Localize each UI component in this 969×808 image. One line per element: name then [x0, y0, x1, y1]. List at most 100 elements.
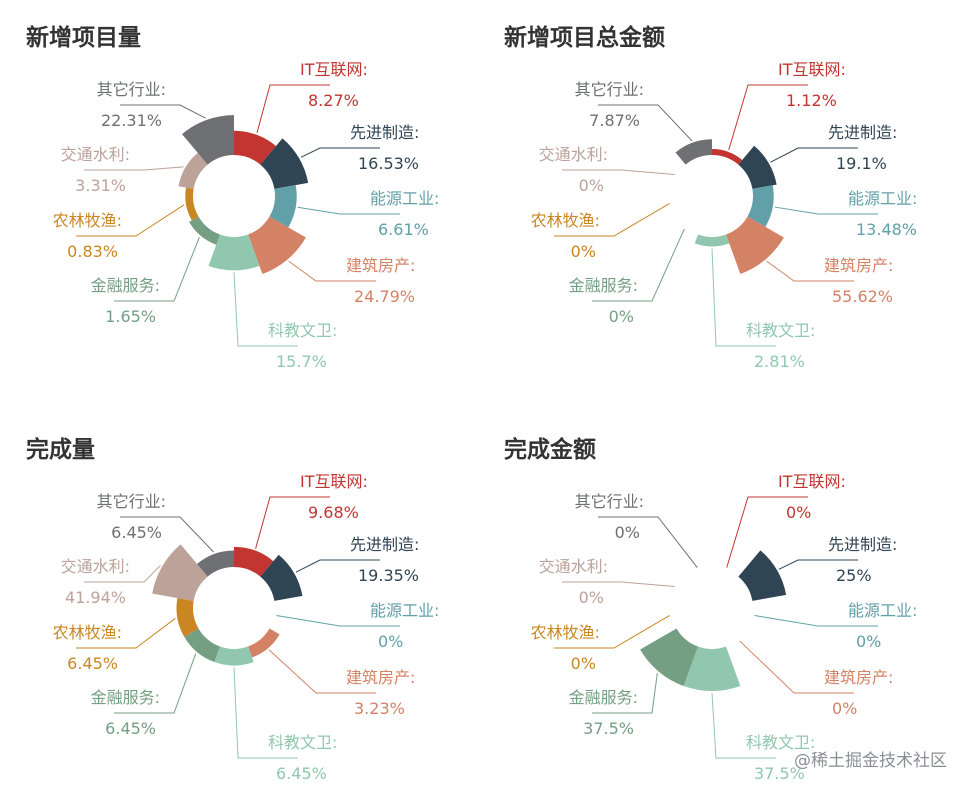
leader-line — [233, 667, 298, 759]
slice-7[interactable] — [176, 598, 199, 637]
chart-title: 新增项目总金额 — [504, 24, 665, 51]
chart-panel-completed-count: 完成量 IT互联网: 9.68% 先进制造: 19.35% 能源工业: 0% 建筑房产: 3.2… — [0, 412, 478, 808]
leader-line — [84, 166, 184, 171]
slice-5[interactable] — [683, 646, 741, 691]
leader-line — [778, 559, 858, 570]
slice-6[interactable] — [184, 628, 220, 663]
leader-line — [766, 260, 854, 282]
slice-value: 22.31% — [101, 111, 162, 130]
slice-2[interactable] — [260, 554, 303, 601]
slice-value: 13.48% — [856, 220, 917, 239]
slice-label: 其它行业: — [97, 492, 166, 511]
chart-svg: 新增项目总金额 IT互联网: 1.12% 先进制造: 19.1% 能源工业: 13.48% 建… — [504, 24, 917, 371]
slice-9[interactable] — [675, 139, 712, 165]
slice-4[interactable] — [248, 628, 280, 658]
slice-6[interactable] — [189, 216, 220, 245]
slice-value: 15.7% — [276, 352, 327, 371]
slice-value: 0% — [832, 699, 857, 718]
slice-4[interactable] — [248, 216, 306, 274]
slice-8[interactable] — [152, 544, 208, 601]
leader-line — [562, 169, 675, 175]
slice-label: 建筑房产: — [824, 256, 893, 275]
leader-line — [592, 673, 658, 714]
slice-label: IT互联网: — [300, 472, 368, 491]
leader-line — [276, 614, 400, 627]
slice-2[interactable] — [260, 138, 309, 189]
leader-line — [592, 228, 685, 302]
slice-8[interactable] — [178, 152, 208, 189]
slice-5[interactable] — [208, 234, 260, 271]
slice-label: 科教文卫: — [746, 321, 815, 340]
slice-value: 16.53% — [358, 154, 419, 173]
slice-label: 其它行业: — [575, 492, 644, 511]
leader-line — [120, 516, 215, 553]
leader-line — [554, 615, 670, 649]
slice-2[interactable] — [738, 550, 787, 601]
slice-label: 其它行业: — [97, 80, 166, 99]
leader-line — [554, 203, 670, 237]
slice-label: 先进制造: — [828, 535, 897, 554]
slice-label: 农林牧渔: — [53, 211, 122, 230]
leader-line — [562, 581, 675, 587]
slice-1[interactable] — [712, 149, 743, 165]
slice-3[interactable] — [269, 185, 297, 228]
slice-9[interactable] — [197, 550, 234, 577]
leader-line — [84, 565, 161, 583]
slice-label: 建筑房产: — [346, 668, 415, 687]
leader-line — [754, 614, 878, 627]
slice-value: 0% — [378, 632, 403, 651]
slice-label: 金融服务: — [569, 276, 638, 295]
slice-value: 0% — [579, 588, 604, 607]
slice-label: 金融服务: — [91, 276, 160, 295]
leader-line — [739, 640, 854, 694]
leader-line — [774, 206, 878, 215]
leader-line — [120, 104, 206, 119]
slice-label: 科教文卫: — [268, 321, 337, 340]
slice-6[interactable] — [640, 628, 698, 686]
leader-line — [726, 496, 808, 568]
slice-value: 0% — [786, 503, 811, 522]
chart-title: 完成金额 — [504, 436, 596, 463]
chart-title: 新增项目量 — [26, 24, 141, 51]
slice-label: 交通水利: — [61, 145, 130, 164]
slice-value: 7.87% — [589, 111, 640, 130]
slice-5[interactable] — [694, 234, 730, 247]
chart-panel-new-project-amount: 新增项目总金额 IT互联网: 1.12% 先进制造: 19.1% 能源工业: 13.48% 建… — [478, 0, 956, 396]
slice-value: 19.35% — [358, 566, 419, 585]
leader-line — [288, 260, 376, 282]
slice-9[interactable] — [182, 115, 234, 165]
chart-title: 完成量 — [26, 436, 95, 463]
slice-label: IT互联网: — [778, 472, 846, 491]
slice-3[interactable] — [747, 185, 774, 227]
slice-value: 0% — [579, 176, 604, 195]
slice-value: 19.1% — [836, 154, 887, 173]
slice-7[interactable] — [185, 187, 199, 221]
leader-line — [295, 559, 380, 573]
slice-value: 1.65% — [105, 307, 156, 326]
slice-label: 能源工业: — [848, 189, 917, 208]
slice-label: 科教文卫: — [746, 733, 815, 752]
slice-label: 农林牧渔: — [531, 211, 600, 230]
leader-line — [256, 84, 330, 133]
slice-value: 2.81% — [754, 352, 805, 371]
leader-line — [598, 104, 693, 142]
slice-label: 能源工业: — [370, 601, 439, 620]
slice-value: 0% — [609, 307, 634, 326]
slice-2[interactable] — [738, 145, 777, 189]
slice-1[interactable] — [234, 130, 276, 165]
slice-label: 交通水利: — [539, 145, 608, 164]
slice-label: 金融服务: — [91, 688, 160, 707]
slice-label: 其它行业: — [575, 80, 644, 99]
slice-value: 24.79% — [354, 287, 415, 306]
slice-value: 37.5% — [754, 764, 805, 783]
slice-value: 1.12% — [786, 91, 837, 110]
slice-value: 8.27% — [308, 91, 359, 110]
slice-5[interactable] — [214, 646, 254, 666]
slice-1[interactable] — [234, 546, 274, 577]
slice-4[interactable] — [726, 216, 784, 274]
slice-label: 先进制造: — [828, 123, 897, 142]
chart-svg: 新增项目量 IT互联网: 8.27% 先进制造: 16.53% 能源工业: 6.61% 建筑房… — [26, 24, 439, 371]
leader-line — [114, 653, 197, 714]
slice-label: 金融服务: — [569, 688, 638, 707]
watermark: @稀土掘金技术社区 — [794, 751, 947, 771]
